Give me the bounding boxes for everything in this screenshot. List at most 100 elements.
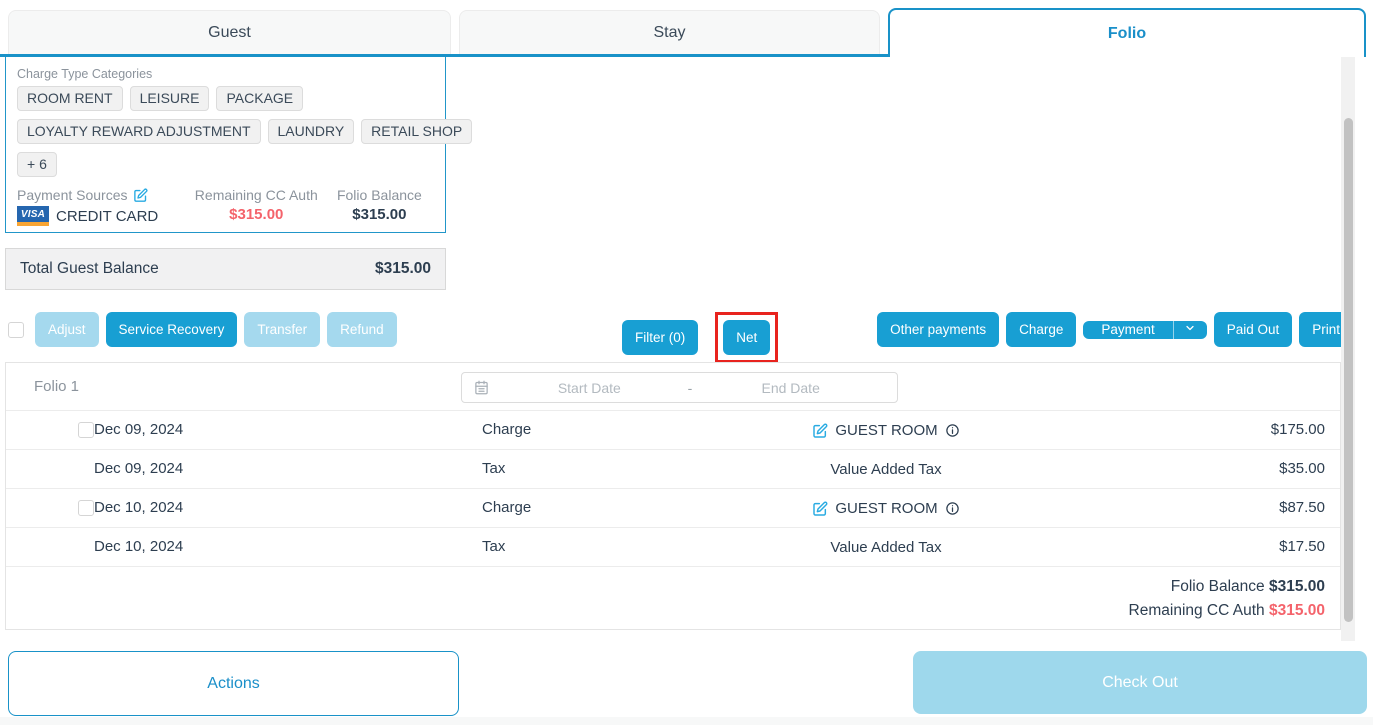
visa-card-icon: VISA	[17, 206, 49, 226]
summary-remaining-cc-auth-label: Remaining CC Auth	[1128, 602, 1265, 619]
net-button[interactable]: Net	[723, 320, 771, 355]
row-date: Dec 10, 2024	[94, 538, 184, 555]
paid-out-button[interactable]: Paid Out	[1213, 312, 1293, 347]
tab-guest-label: Guest	[208, 23, 251, 41]
chip-row-1: ROOM RENT LEISURE PACKAGE	[17, 86, 434, 111]
folio-table-header: Folio 1 -	[6, 363, 1340, 411]
chip-room-rent[interactable]: ROOM RENT	[17, 86, 123, 111]
check-out-button-label: Check Out	[1102, 673, 1178, 691]
check-out-button[interactable]: Check Out	[913, 651, 1367, 714]
row-date: Dec 09, 2024	[94, 460, 184, 477]
summary-remaining-cc-auth-value: $315.00	[1268, 602, 1325, 619]
toolbar-right-group: Other payments Charge Payment Paid Out P…	[877, 312, 1353, 347]
remaining-cc-auth-value: $315.00	[229, 206, 284, 223]
start-date-input[interactable]	[495, 379, 684, 396]
row-date: Dec 09, 2024	[94, 421, 184, 438]
row-description: GUEST ROOM	[835, 422, 938, 439]
folio-balance-header: Folio Balance	[336, 187, 422, 203]
tab-folio[interactable]: Folio	[888, 8, 1366, 57]
row-amount: $87.50	[1279, 499, 1325, 516]
remaining-cc-auth-column: Remaining CC Auth $315.00	[188, 187, 325, 226]
row-description: Value Added Tax	[830, 461, 942, 478]
folio-table: Folio 1 - Dec 09, 2024 Charge GUEST ROOM	[5, 362, 1341, 630]
row-description: Value Added Tax	[830, 539, 942, 556]
row-type: Tax	[482, 538, 506, 555]
charge-filters-panel: Charge Type Categories ROOM RENT LEISURE…	[5, 57, 473, 233]
payment-sources-grid: Payment Sources VISA CREDIT CARD Remaini…	[17, 187, 434, 226]
toolbar-middle-group: Filter (0) Net	[622, 312, 779, 363]
total-guest-balance-label: Total Guest Balance	[20, 260, 159, 277]
toolbar-left-group: Adjust Service Recovery Transfer Refund	[8, 312, 397, 347]
chevron-down-icon	[1184, 321, 1196, 339]
row-description-cell: GUEST ROOM	[696, 411, 1076, 450]
tab-folio-label: Folio	[1107, 24, 1147, 42]
chip-laundry[interactable]: LAUNDRY	[267, 119, 355, 144]
chip-more-categories[interactable]: + 6	[17, 152, 57, 177]
table-row-tax-1: Dec 09, 2024 Tax Value Added Tax $35.00	[6, 450, 1340, 489]
payment-sources-label: Payment Sources	[17, 187, 128, 203]
net-highlight-box: Net	[715, 312, 779, 363]
chip-row-2: LOYALTY REWARD ADJUSTMENT LAUNDRY RETAIL…	[17, 119, 473, 144]
actions-button-label: Actions	[207, 674, 260, 692]
folio-summary: Folio Balance $315.00 Remaining CC Auth …	[1129, 575, 1325, 623]
row-description: GUEST ROOM	[835, 500, 938, 517]
card-type-label: CREDIT CARD	[56, 207, 159, 225]
row-amount: $35.00	[1279, 460, 1325, 477]
chip-row-3: + 6	[17, 152, 434, 177]
row-type: Tax	[482, 460, 506, 477]
date-range-separator: -	[687, 379, 693, 396]
remaining-cc-auth-header: Remaining CC Auth	[194, 187, 318, 203]
tab-guest[interactable]: Guest	[8, 10, 451, 54]
date-range-picker[interactable]: -	[461, 372, 898, 403]
info-icon[interactable]	[945, 423, 960, 438]
info-icon[interactable]	[945, 501, 960, 516]
service-recovery-button[interactable]: Service Recovery	[105, 312, 238, 347]
folio-balance-value: $315.00	[352, 206, 407, 223]
row-checkbox[interactable]	[78, 500, 94, 516]
payment-button[interactable]: Payment	[1101, 322, 1155, 337]
edit-charge-icon[interactable]	[812, 501, 828, 517]
select-all-checkbox[interactable]	[8, 321, 24, 338]
chip-retail-shop[interactable]: RETAIL SHOP	[361, 119, 473, 144]
row-description-cell: Value Added Tax	[696, 450, 1076, 489]
table-row-charge-1: Dec 09, 2024 Charge GUEST ROOM $175.00	[6, 411, 1340, 450]
transfer-button[interactable]: Transfer	[244, 312, 321, 347]
table-row-charge-2: Dec 10, 2024 Charge GUEST ROOM $87.50	[6, 489, 1340, 528]
vertical-scrollbar-thumb[interactable]	[1343, 118, 1353, 622]
payment-dropdown-toggle[interactable]	[1172, 320, 1207, 339]
actions-button[interactable]: Actions	[8, 651, 459, 716]
summary-folio-balance-value: $315.00	[1268, 578, 1325, 595]
row-description-cell: GUEST ROOM	[696, 489, 1076, 528]
row-type: Charge	[482, 499, 532, 516]
row-type: Charge	[482, 421, 532, 438]
calendar-icon	[474, 380, 489, 395]
charge-button[interactable]: Charge	[1006, 312, 1077, 347]
edit-charge-icon[interactable]	[812, 423, 828, 439]
chip-leisure[interactable]: LEISURE	[129, 86, 210, 111]
row-checkbox[interactable]	[78, 422, 94, 438]
bottom-strip	[0, 717, 1373, 725]
folio-balance-column: Folio Balance $315.00	[325, 187, 434, 226]
row-description-cell: Value Added Tax	[696, 528, 1076, 567]
other-payments-button[interactable]: Other payments	[877, 312, 1000, 347]
payment-sources-column: Payment Sources VISA CREDIT CARD	[17, 187, 188, 226]
edit-payment-sources-icon[interactable]	[133, 188, 148, 203]
payment-split-button: Payment	[1083, 320, 1207, 339]
total-guest-balance-row: Total Guest Balance $315.00	[5, 248, 446, 290]
chip-package[interactable]: PACKAGE	[216, 86, 304, 111]
chip-loyalty-reward-adjustment[interactable]: LOYALTY REWARD ADJUSTMENT	[17, 119, 261, 144]
total-guest-balance-value: $315.00	[374, 260, 431, 277]
vertical-scrollbar-track[interactable]	[1341, 57, 1355, 641]
refund-button[interactable]: Refund	[327, 312, 397, 347]
tab-underline	[0, 54, 888, 57]
row-amount: $175.00	[1270, 421, 1325, 438]
charge-type-categories-title: Charge Type Categories	[17, 67, 153, 81]
filter-button[interactable]: Filter (0)	[622, 320, 699, 355]
folio-number-label: Folio 1	[34, 378, 80, 395]
tab-stay-label: Stay	[653, 23, 686, 41]
adjust-button[interactable]: Adjust	[35, 312, 99, 347]
tab-stay[interactable]: Stay	[459, 10, 880, 54]
end-date-input[interactable]	[696, 379, 886, 396]
summary-folio-balance-label: Folio Balance	[1170, 578, 1265, 595]
